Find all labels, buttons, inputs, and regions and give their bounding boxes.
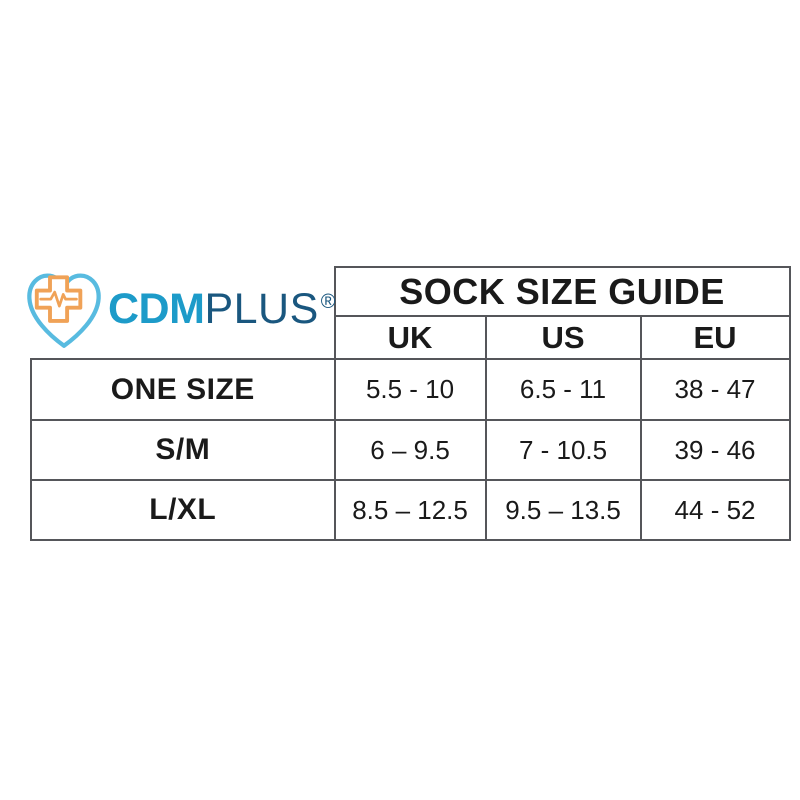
cell-one-size-eu: 38 - 47 bbox=[639, 358, 791, 421]
table-row: ONE SIZE 5.5 - 10 6.5 - 11 38 - 47 bbox=[30, 358, 791, 421]
cell-lxl-uk: 8.5 – 12.5 bbox=[333, 479, 487, 541]
column-header-eu: EU bbox=[639, 315, 791, 360]
table-title: SOCK SIZE GUIDE bbox=[333, 266, 791, 317]
cell-one-size-us: 6.5 - 11 bbox=[484, 358, 642, 421]
table-row: L/XL 8.5 – 12.5 9.5 – 13.5 44 - 52 bbox=[30, 479, 791, 541]
brand-name-bold: CDM bbox=[108, 285, 205, 333]
registered-trademark-symbol: ® bbox=[320, 291, 336, 313]
heart-with-medical-cross-icon bbox=[27, 273, 101, 348]
sock-size-guide-table: CDMPLUS ® SOCK SIZE GUIDE UK US EU ONE SI… bbox=[27, 266, 791, 541]
cell-one-size-uk: 5.5 - 10 bbox=[333, 358, 487, 421]
cell-lxl-eu: 44 - 52 bbox=[639, 479, 791, 541]
row-label-sm: S/M bbox=[30, 419, 336, 481]
brand-wordmark: CDMPLUS ® bbox=[108, 285, 336, 333]
table-row: S/M 6 – 9.5 7 - 10.5 39 - 46 bbox=[30, 419, 791, 481]
brand-name-light: PLUS bbox=[204, 285, 319, 333]
brand-logo-cell: CDMPLUS ® bbox=[27, 267, 336, 359]
cell-sm-eu: 39 - 46 bbox=[639, 419, 791, 481]
cell-lxl-us: 9.5 – 13.5 bbox=[484, 479, 642, 541]
cell-sm-uk: 6 – 9.5 bbox=[333, 419, 487, 481]
column-header-uk: UK bbox=[333, 315, 487, 360]
row-label-lxl: L/XL bbox=[30, 479, 336, 541]
cell-sm-us: 7 - 10.5 bbox=[484, 419, 642, 481]
column-header-us: US bbox=[484, 315, 642, 360]
brand-logo: CDMPLUS ® bbox=[23, 268, 336, 352]
row-label-one-size: ONE SIZE bbox=[30, 358, 336, 421]
